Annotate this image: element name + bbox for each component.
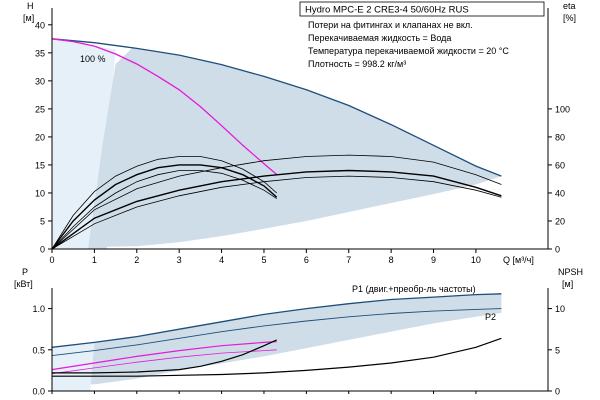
curve-p2-max	[51, 308, 502, 357]
eta-tick-label: 40	[555, 188, 565, 198]
p-tick-label: 1.0	[32, 304, 45, 314]
note-fittings: Потери на фитингах и клапанах не вкл.	[308, 20, 473, 30]
npsh-tick-label: 5	[555, 345, 560, 355]
curve-npsh-double	[52, 337, 502, 377]
h-tick-label: 10	[35, 188, 45, 198]
top-curves	[51, 38, 502, 250]
bottom-curves	[51, 293, 502, 377]
npsh-tick-label: 10	[555, 304, 565, 314]
q-tick-label: 9	[431, 255, 436, 265]
curve-eta-single-bold	[51, 164, 278, 250]
q-tick-label: 3	[177, 255, 182, 265]
curve-eta-single-lower	[51, 170, 277, 250]
eta-tick-label: 60	[555, 160, 565, 170]
q-tick-label: 1	[92, 255, 97, 265]
curve-eta-double-bold	[51, 169, 502, 250]
npsh-tick-label: 0	[555, 387, 560, 397]
h-tick-label: 30	[35, 76, 45, 86]
curve-eta-double-lower	[51, 175, 502, 250]
p-tick-label: 0.0	[32, 387, 45, 397]
speed-100-label: 100 %	[80, 54, 106, 64]
curve-p1-max	[51, 293, 502, 348]
h-tick-label: 25	[35, 104, 45, 114]
curve-p2-single	[51, 349, 277, 375]
h-axis-title: H	[27, 1, 34, 11]
bottom-axes	[51, 288, 549, 392]
eta-tick-label: 0	[555, 245, 560, 255]
h-tick-label: 0	[40, 245, 45, 255]
p-axis-unit: [кВт]	[14, 279, 33, 289]
note-liquid: Перекачиваемая жидкость = Вода	[308, 33, 451, 43]
note-temperature: Температура перекачиваемой жидкости = 20…	[308, 46, 509, 56]
p-axis-title: P	[22, 267, 28, 277]
h-tick-label: 15	[35, 160, 45, 170]
header-box	[299, 1, 545, 17]
bottom-ticks: 0.0 0.5 1.0 0 5 10	[32, 304, 565, 396]
h-tick-label: 5	[40, 216, 45, 226]
eta-axis-title: eta	[563, 1, 576, 11]
q-tick-label: 5	[261, 255, 266, 265]
eta-tick-label: 80	[555, 132, 565, 142]
eta-tick-label: 20	[555, 216, 565, 226]
q-tick-label: 8	[389, 255, 394, 265]
npsh-axis-unit: [м]	[562, 279, 573, 289]
p-tick-label: 0.5	[32, 345, 45, 355]
curve-p1-single	[51, 341, 277, 371]
envelope-power-region	[52, 293, 502, 385]
envelope-main-region	[88, 47, 502, 249]
curve-npsh-single	[52, 339, 277, 374]
q-tick-label: 2	[134, 255, 139, 265]
h-tick-label: 35	[35, 48, 45, 58]
eta-axis-unit: [%]	[563, 13, 576, 23]
q-tick-label: 4	[219, 255, 224, 265]
q-axis-label: Q [м³/ч]	[503, 255, 534, 265]
curve-max-head	[51, 38, 502, 177]
p1-label: P1 (двиг.+преобр-ль частоты)	[352, 284, 476, 294]
q-tick-label: 10	[471, 255, 481, 265]
p2-label: P2	[485, 312, 496, 322]
h-axis-unit: [м]	[23, 13, 34, 23]
curve-eta-single-upper	[51, 156, 277, 250]
top-operating-envelope	[52, 38, 502, 250]
top-axes	[51, 8, 549, 250]
curve-head-100-single	[51, 38, 278, 175]
eta-tick-label: 100	[555, 104, 570, 114]
note-density: Плотность = 998.2 кг/м³	[308, 59, 406, 69]
h-tick-label: 20	[35, 132, 45, 142]
curve-eta-double-upper	[51, 154, 502, 250]
q-tick-label: 0	[49, 255, 54, 265]
npsh-axis-title: NPSH	[558, 267, 583, 277]
q-tick-label: 6	[304, 255, 309, 265]
q-tick-label: 7	[346, 255, 351, 265]
h-tick-label: 40	[35, 20, 45, 30]
top-ticks: 0 5 10 15 20 25 30 35 40 0 20 40 60 80 100 0 1 2 3 4 5 6 7 8 9 10	[35, 20, 570, 265]
header-title: Hydro MPC-E 2 CRE3-4 50/60Hz RUS	[305, 5, 469, 16]
